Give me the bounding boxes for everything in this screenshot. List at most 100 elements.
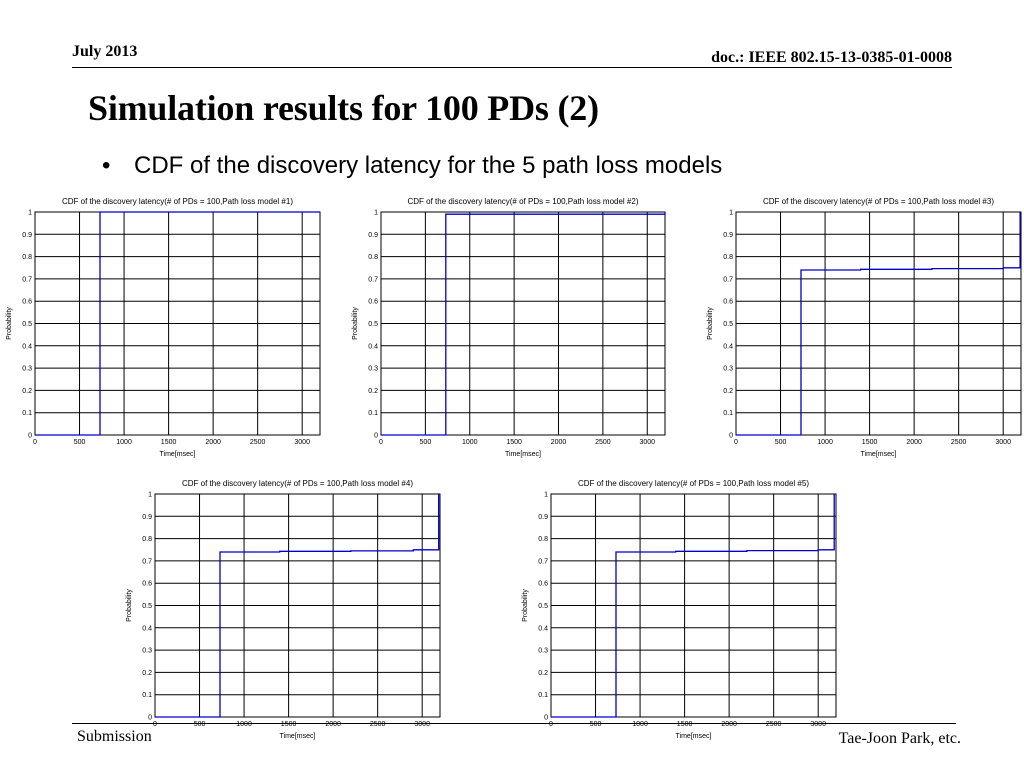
x-tick-label: 2000 xyxy=(205,439,221,446)
y-tick-label: 0.8 xyxy=(723,254,733,261)
y-tick-label: 0.2 xyxy=(368,388,378,395)
footer-author: Tae-Joon Park, etc. xyxy=(838,730,961,747)
x-tick-label: 3000 xyxy=(639,439,655,446)
x-tick-label: 0 xyxy=(734,439,738,446)
x-tick-label: 1000 xyxy=(817,439,833,446)
x-tick-label: 1000 xyxy=(462,439,478,446)
cdf-chart-5: 0 500 1000 1500 2000 2500 3000 0 0.1 0.2 0.3 0.4 0.5… xyxy=(522,479,837,740)
y-axis-label: Probability xyxy=(707,307,714,340)
y-tick-label: 0.9 xyxy=(368,232,378,239)
cdf-chart-2: 0 500 1000 1500 2000 2500 3000 0 0.1 0.2 0.3 0.4 0.5… xyxy=(352,197,666,458)
y-tick-label: 0.3 xyxy=(368,366,378,373)
y-tick-label: 0.3 xyxy=(22,366,32,373)
cdf-chart-3: 0 500 1000 1500 2000 2500 3000 0 0.1 0.2 0.3 0.4 0.5… xyxy=(707,197,1022,458)
x-tick-label: 500 xyxy=(775,439,787,446)
x-tick-label: 2500 xyxy=(951,439,967,446)
chart-title: CDF of the discovery latency(# of PDs = … xyxy=(578,479,809,488)
x-tick-label: 1500 xyxy=(281,721,297,728)
x-tick-label: 500 xyxy=(74,439,86,446)
cdf-chart-4: 0 500 1000 1500 2000 2500 3000 0 0.1 0.2 0.3 0.4 0.5… xyxy=(126,479,441,740)
y-tick-label: 0.1 xyxy=(142,692,152,699)
slide-title: Simulation results for 100 PDs (2) xyxy=(88,88,599,128)
plot-frame xyxy=(550,493,837,718)
plot-frame xyxy=(154,493,441,718)
y-tick-label: 0.6 xyxy=(538,581,548,588)
x-tick-label: 500 xyxy=(590,721,602,728)
y-tick-label: 0.4 xyxy=(723,343,733,350)
y-tick-label: 0 xyxy=(374,433,378,440)
y-tick-label: 0.1 xyxy=(538,692,548,699)
header-rule xyxy=(72,67,952,68)
cdf-series-line xyxy=(551,516,835,718)
x-tick-label: 3000 xyxy=(810,721,826,728)
header-date: July 2013 xyxy=(72,43,138,60)
x-tick-label: 1500 xyxy=(862,439,878,446)
cdf-series-line xyxy=(381,213,665,436)
y-tick-label: 0.1 xyxy=(22,410,32,417)
x-tick-label: 0 xyxy=(33,439,37,446)
y-tick-label: 0 xyxy=(729,433,733,440)
y-tick-label: 0.5 xyxy=(538,603,548,610)
y-tick-label: 0.1 xyxy=(723,410,733,417)
y-tick-label: 0 xyxy=(28,433,32,440)
y-tick-label: 0.5 xyxy=(723,321,733,328)
x-tick-label: 2500 xyxy=(766,721,782,728)
y-tick-label: 0.5 xyxy=(142,603,152,610)
x-axis-label: Time[msec] xyxy=(280,733,316,740)
y-tick-label: 1 xyxy=(374,210,378,217)
y-tick-label: 0 xyxy=(148,715,152,722)
cdf-series-line xyxy=(155,516,440,718)
plot-frame xyxy=(735,211,1022,436)
x-tick-label: 0 xyxy=(153,721,157,728)
x-tick-label: 2000 xyxy=(721,721,737,728)
x-tick-label: 1500 xyxy=(677,721,693,728)
y-tick-label: 0.4 xyxy=(22,343,32,350)
y-tick-label: 0.2 xyxy=(142,670,152,677)
y-tick-label: 0 xyxy=(544,715,548,722)
x-tick-label: 2000 xyxy=(325,721,341,728)
x-tick-label: 3000 xyxy=(294,439,310,446)
x-tick-label: 0 xyxy=(379,439,383,446)
x-tick-label: 2500 xyxy=(595,439,611,446)
y-axis-label: Probability xyxy=(6,307,13,340)
y-tick-label: 0.5 xyxy=(22,321,32,328)
y-tick-label: 0.7 xyxy=(723,276,733,283)
x-tick-label: 2000 xyxy=(551,439,567,446)
x-tick-label: 3000 xyxy=(995,439,1011,446)
y-tick-label: 0.6 xyxy=(723,299,733,306)
y-tick-label: 0.4 xyxy=(142,625,152,632)
y-tick-label: 1 xyxy=(148,492,152,499)
y-tick-label: 0.2 xyxy=(538,670,548,677)
x-axis-label: Time[msec] xyxy=(861,451,897,458)
cdf-series-line xyxy=(736,234,1021,436)
x-axis-label: Time[msec] xyxy=(160,451,196,458)
chart-title: CDF of the discovery latency(# of PDs = … xyxy=(408,197,639,206)
bullet-marker: • xyxy=(102,152,111,179)
y-tick-label: 0.2 xyxy=(22,388,32,395)
y-axis-label: Probability xyxy=(352,307,359,340)
x-tick-label: 2500 xyxy=(250,439,266,446)
x-axis-label: Time[msec] xyxy=(676,733,712,740)
y-tick-label: 0.3 xyxy=(723,366,733,373)
y-tick-label: 1 xyxy=(544,492,548,499)
y-tick-label: 0.2 xyxy=(723,388,733,395)
y-tick-label: 0.8 xyxy=(142,536,152,543)
x-tick-label: 500 xyxy=(420,439,432,446)
x-tick-label: 1000 xyxy=(632,721,648,728)
cdf-series-line xyxy=(35,211,320,436)
bullet-item: • CDF of the discovery latency for the 5 … xyxy=(102,152,722,180)
y-tick-label: 1 xyxy=(28,210,32,217)
y-tick-label: 0.6 xyxy=(22,299,32,306)
x-tick-label: 2000 xyxy=(906,439,922,446)
y-tick-label: 0.3 xyxy=(538,648,548,655)
y-tick-label: 0.3 xyxy=(142,648,152,655)
y-tick-label: 0.8 xyxy=(538,536,548,543)
x-tick-label: 1500 xyxy=(506,439,522,446)
footer-rule xyxy=(72,723,956,724)
y-tick-label: 0.7 xyxy=(142,558,152,565)
y-tick-label: 0.7 xyxy=(22,276,32,283)
y-tick-label: 0.9 xyxy=(723,232,733,239)
y-tick-label: 0.6 xyxy=(142,581,152,588)
y-tick-label: 0.6 xyxy=(368,299,378,306)
plot-frame xyxy=(380,211,666,436)
